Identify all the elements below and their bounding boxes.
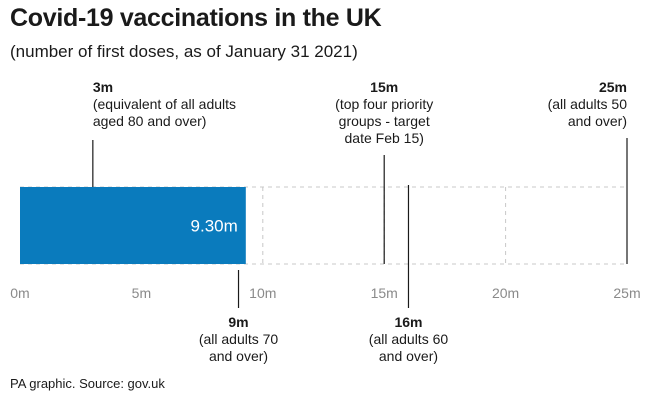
annotation-text: and over) — [209, 348, 268, 364]
annotation-text: and over) — [568, 113, 627, 129]
annotation-value: 15m — [370, 79, 398, 95]
annotation-text: (all adults 70 — [199, 331, 279, 347]
bar-first-doses — [20, 187, 246, 264]
annotation-text: and over) — [379, 348, 438, 364]
chart-title: Covid-19 vaccinations in the UK — [10, 4, 382, 32]
annotation-value: 3m — [93, 79, 113, 95]
x-tick-label: 20m — [492, 285, 519, 301]
x-tick-label: 10m — [249, 285, 276, 301]
annotation-text: groups - target — [339, 113, 430, 129]
x-tick-label: 0m — [10, 285, 29, 301]
annotation-text: (top four priority — [335, 96, 433, 112]
annotation-text: (all adults 50 — [548, 96, 628, 112]
annotation-value: 25m — [599, 79, 627, 95]
annotation-text: date Feb 15) — [345, 130, 424, 146]
annotation-value: 16m — [394, 314, 422, 330]
annotation-value: 9m — [228, 314, 248, 330]
annotation-text: aged 80 and over) — [93, 113, 207, 129]
annotation-text: (equivalent of all adults — [93, 96, 236, 112]
x-tick-label: 25m — [613, 285, 640, 301]
x-tick-label: 15m — [371, 285, 398, 301]
x-tick-label: 5m — [132, 285, 151, 301]
chart-subtitle: (number of first doses, as of January 31… — [10, 42, 358, 61]
annotation-text: (all adults 60 — [369, 331, 449, 347]
source-note: PA graphic. Source: gov.uk — [10, 376, 165, 391]
bar-value-label: 9.30m — [191, 217, 238, 236]
